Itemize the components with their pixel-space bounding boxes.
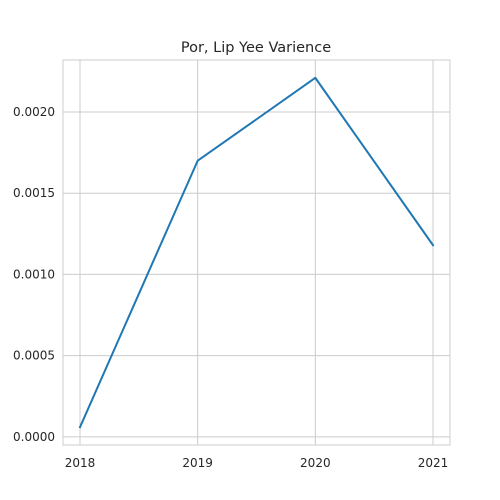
- y-tick-label: 0.0005: [13, 349, 55, 363]
- x-tick-label: 2019: [182, 456, 213, 470]
- y-tick-label: 0.0010: [13, 267, 55, 281]
- y-tick-label: 0.0020: [13, 105, 55, 119]
- plot-frame: [62, 59, 451, 446]
- x-tick-label: 2021: [418, 456, 449, 470]
- x-tick-label: 2018: [65, 456, 96, 470]
- grid-lines: [63, 60, 450, 445]
- y-tick-label: 0.0000: [13, 430, 55, 444]
- x-tick-labels: 2018 2019 2020 2021: [65, 456, 449, 470]
- series-layer: [78, 76, 435, 429]
- x-tick-label: 2020: [300, 456, 331, 470]
- y-tick-label: 0.0015: [13, 186, 55, 200]
- y-tick-labels: 0.0000 0.0005 0.0010 0.0015 0.0020: [13, 105, 55, 444]
- series-line: [78, 76, 435, 429]
- chart-title: Por, Lip Yee Varience: [181, 40, 331, 56]
